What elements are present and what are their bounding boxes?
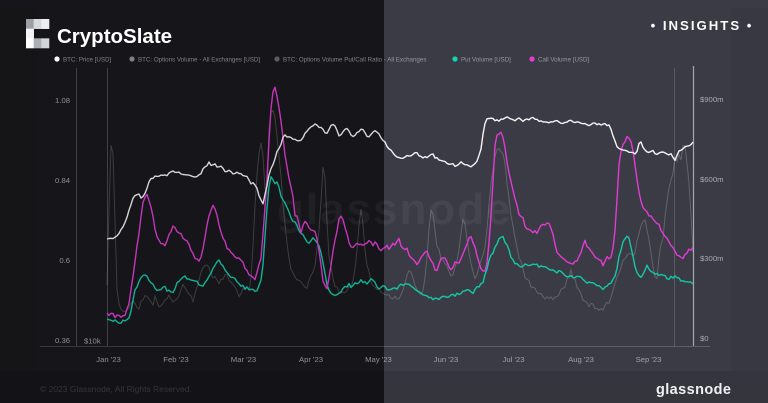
svg-text:0.84: 0.84 — [55, 176, 71, 185]
svg-text:© 2023 Glassnode, All Rights R: © 2023 Glassnode, All Rights Reserved. — [40, 384, 192, 394]
svg-text:$0: $0 — [700, 334, 709, 343]
svg-text:CryptoSlate: CryptoSlate — [57, 25, 172, 48]
svg-text:BTC: Price [USD]: BTC: Price [USD] — [63, 57, 111, 64]
svg-text:Jun '23: Jun '23 — [434, 355, 459, 364]
svg-text:0.6: 0.6 — [59, 256, 70, 265]
svg-text:glassnode: glassnode — [656, 382, 731, 398]
svg-text:BTC: Options Volume - All Exch: BTC: Options Volume - All Exchanges [USD… — [138, 57, 260, 64]
svg-text:Aug '23: Aug '23 — [568, 355, 594, 364]
svg-text:Put Volume [USD]: Put Volume [USD] — [461, 57, 511, 64]
svg-text:$10k: $10k — [84, 337, 101, 346]
svg-text:glassnode: glassnode — [277, 185, 513, 234]
svg-text:Sep '23: Sep '23 — [636, 355, 662, 364]
svg-text:• INSIGHTS •: • INSIGHTS • — [651, 18, 754, 33]
svg-text:$300m: $300m — [700, 254, 724, 263]
svg-text:BTC: Options Volume Put/Call R: BTC: Options Volume Put/Call Ratio - All… — [283, 57, 426, 64]
svg-text:1.08: 1.08 — [55, 96, 70, 105]
svg-text:0.36: 0.36 — [55, 336, 70, 345]
svg-text:Jul '23: Jul '23 — [503, 355, 525, 364]
svg-text:May '23: May '23 — [365, 355, 392, 364]
svg-text:Mar '23: Mar '23 — [231, 355, 256, 364]
svg-text:$900m: $900m — [700, 95, 724, 104]
svg-text:Call Volume [USD]: Call Volume [USD] — [538, 57, 590, 64]
svg-text:Apr '23: Apr '23 — [299, 355, 323, 364]
svg-text:$600m: $600m — [700, 175, 724, 184]
svg-text:Jan '23: Jan '23 — [96, 355, 121, 364]
svg-text:Feb '23: Feb '23 — [163, 355, 188, 364]
